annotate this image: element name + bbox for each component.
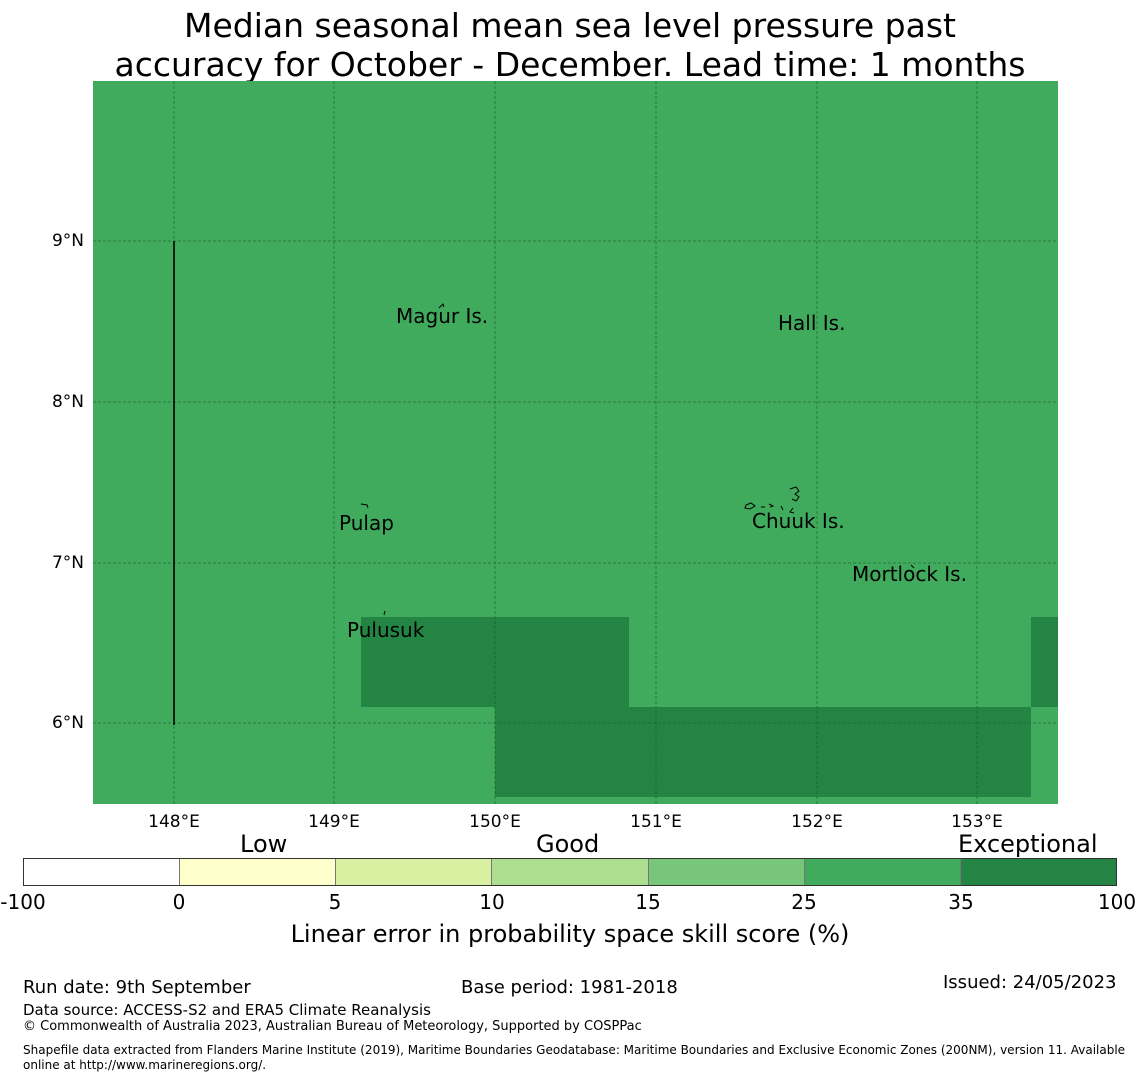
- colorbar-tick: 10: [479, 890, 505, 914]
- exceptional-block-south: [495, 707, 1031, 797]
- colorbar-tick: 100: [1097, 890, 1137, 914]
- colorbar-tick: 15: [635, 890, 661, 914]
- colorbar-title: Linear error in probability space skill …: [290, 920, 850, 948]
- pulusuk-island-outline: [383, 610, 386, 616]
- place-label-pulusuk: Pulusuk: [347, 618, 425, 642]
- lat-label-8n: 8°N: [51, 392, 84, 412]
- data-source: Data source: ACCESS-S2 and ERA5 Climate …: [23, 1001, 431, 1019]
- place-label-mortlock: Mortlock Is.: [852, 562, 967, 586]
- lon-label-151e: 151°E: [630, 812, 682, 832]
- title-line-1: Median seasonal mean sea level pressure …: [184, 6, 956, 45]
- run-date: Run date: 9th September: [23, 977, 251, 998]
- shapefile-credit-line-1: Shapefile data extracted from Flanders M…: [23, 1043, 1126, 1057]
- colorbar-tick: 35: [948, 890, 974, 914]
- lon-label-149e: 149°E: [308, 812, 360, 832]
- chuuk-lagoon-outline: [744, 486, 800, 514]
- skill-map: Magur Is. Hall Is. Pulap Chuuk Is. Mortl…: [93, 81, 1058, 804]
- graticule: [93, 81, 1058, 804]
- colorbar-segment: [336, 859, 493, 885]
- colorbar-tick: -100: [0, 890, 46, 914]
- lon-label-150e: 150°E: [469, 812, 521, 832]
- lat-label-6n: 6°N: [51, 713, 84, 733]
- lon-label-153e: 153°E: [951, 812, 1003, 832]
- island-outlines: [360, 303, 915, 616]
- lat-label-7n: 7°N: [51, 553, 84, 573]
- map-canvas: [93, 81, 1058, 804]
- colorbar-segment: [960, 859, 1116, 885]
- copyright: © Commonwealth of Australia 2023, Austra…: [23, 1019, 642, 1034]
- magur-island-outline: [438, 303, 445, 309]
- mortlock-island-outline: [910, 564, 915, 569]
- shapefile-credit-line-2: online at http://www.marineregions.org/.: [23, 1058, 267, 1072]
- place-label-magur: Magur Is.: [396, 304, 489, 328]
- title-line-2: accuracy for October - December. Lead ti…: [114, 45, 1026, 84]
- colorbar-segment: [24, 859, 181, 885]
- lon-label-148e: 148°E: [148, 812, 200, 832]
- map-title: Median seasonal mean sea level pressure …: [0, 6, 1140, 84]
- category-label-low: Low: [240, 830, 288, 858]
- colorbar-tick: 5: [328, 890, 342, 914]
- category-label-exceptional: Exceptional: [958, 830, 1098, 858]
- issued-date: Issued: 24/05/2023: [943, 972, 1117, 993]
- colorbar-tick: 25: [791, 890, 817, 914]
- base-period: Base period: 1981-2018: [461, 977, 678, 998]
- place-label-pulap: Pulap: [339, 511, 394, 535]
- colorbar-segment: [180, 859, 337, 885]
- place-label-chuuk: Chuuk Is.: [752, 509, 845, 533]
- category-label-good: Good: [536, 830, 600, 858]
- colorbar-segment: [804, 859, 961, 885]
- lon-label-152e: 152°E: [791, 812, 843, 832]
- colorbar-tick: 0: [172, 890, 186, 914]
- pulap-island-outline: [360, 503, 369, 509]
- exceptional-block-east: [1031, 617, 1058, 707]
- colorbar: [23, 858, 1117, 886]
- colorbar-segment: [648, 859, 805, 885]
- lat-label-9n: 9°N: [51, 231, 84, 251]
- colorbar-segment: [492, 859, 649, 885]
- place-label-hall: Hall Is.: [778, 311, 846, 335]
